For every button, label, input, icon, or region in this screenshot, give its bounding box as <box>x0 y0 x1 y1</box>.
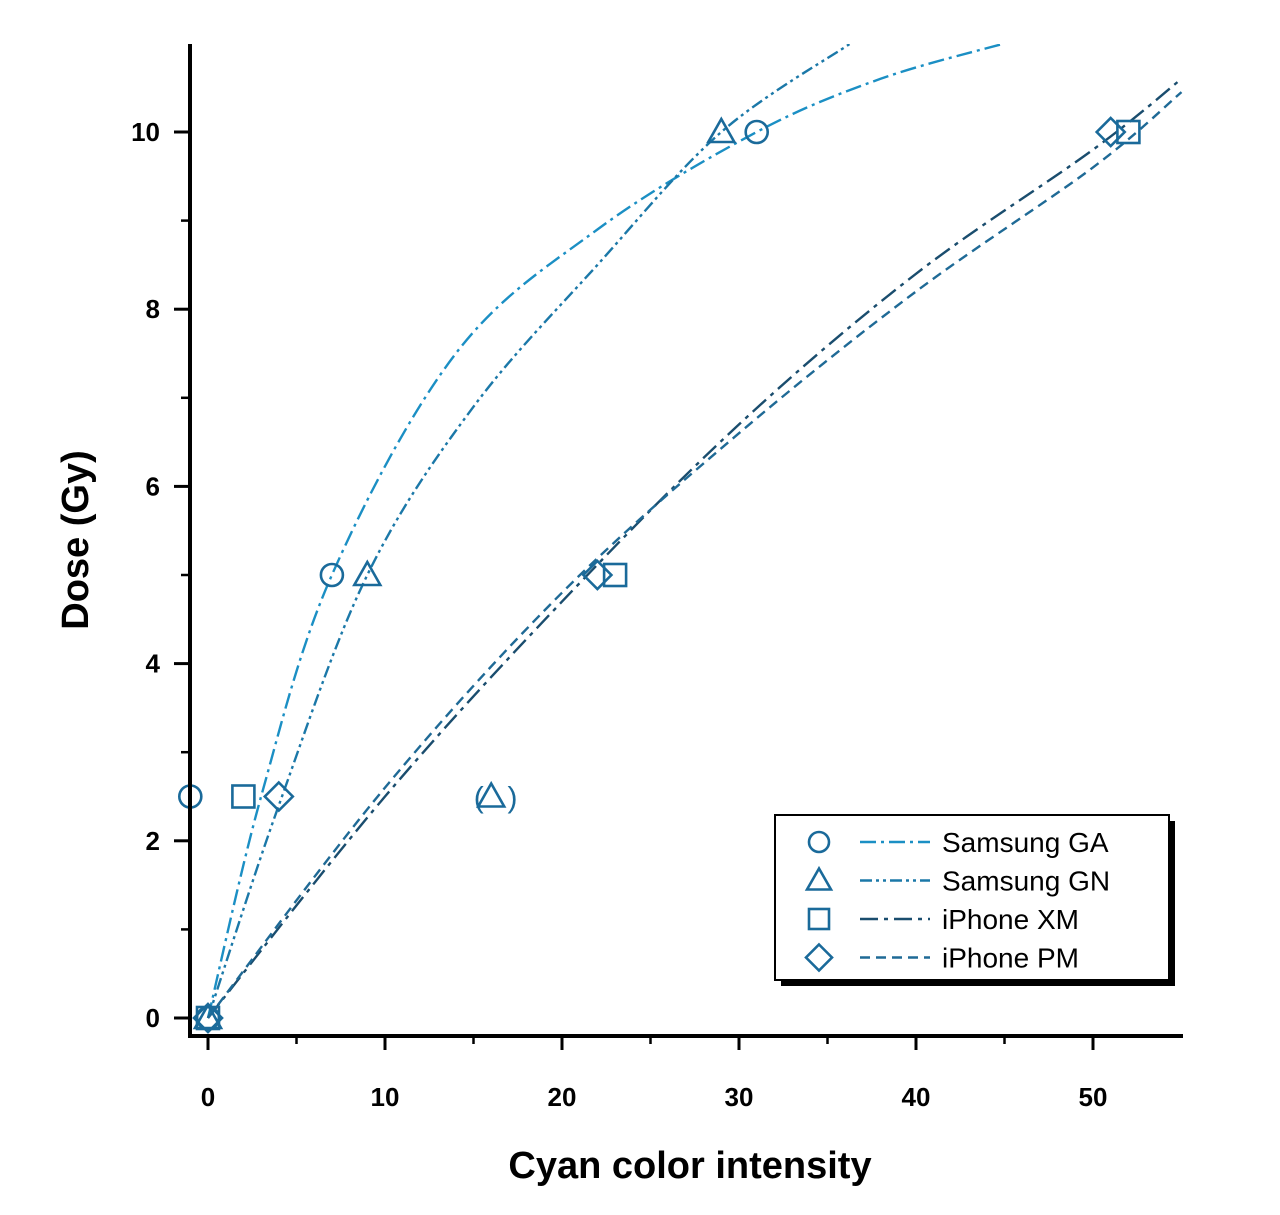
legend-label-iphone-pm: iPhone PM <box>942 943 1079 974</box>
y-ticks: 0 2 4 6 8 10 <box>131 117 190 1033</box>
fit-line-iphone-pm <box>207 91 1183 1019</box>
marker-iphone-xm-0 <box>195 1005 221 1031</box>
x-axis-title: Cyan color intensity <box>508 1145 871 1187</box>
y-tick-label-1: 2 <box>146 826 160 856</box>
annotations: () <box>474 780 517 815</box>
marker-samsung-ga-2 <box>319 562 345 588</box>
legend-label-samsung-gn: Samsung GN <box>942 866 1110 897</box>
fit-line-iphone-xm <box>207 77 1183 1019</box>
y-tick-label-5: 10 <box>131 117 160 147</box>
marker-iphone-pm-2 <box>581 559 614 591</box>
marker-iphone-xm-1 <box>231 784 256 809</box>
y-tick-label-0: 0 <box>146 1003 160 1033</box>
marker-samsung-ga-3 <box>744 119 770 145</box>
outlier-paren-1: ) <box>507 782 517 815</box>
x-tick-label-2: 20 <box>548 1082 577 1112</box>
data-markers <box>178 116 1141 1034</box>
legend-label-iphone-xm: iPhone XM <box>942 904 1079 935</box>
legend-marker-samsung-ga <box>807 830 831 854</box>
marker-iphone-pm-0 <box>192 1002 224 1034</box>
marker-iphone-pm-1 <box>262 780 295 813</box>
y-tick-label-4: 8 <box>146 294 160 324</box>
legend: Samsung GA Samsung GN iPhone XM iPhone PM <box>774 814 1175 986</box>
legend-box <box>774 814 1170 981</box>
y-tick-label-2: 4 <box>146 649 161 679</box>
legend-marker-iphone-xm <box>807 907 831 931</box>
marker-iphone-xm-3 <box>1116 119 1141 145</box>
fit-line-samsung-gn <box>206 44 852 1019</box>
x-ticks: 0 10 20 30 40 50 <box>201 1036 1108 1112</box>
legend-marker-iphone-pm <box>804 942 834 973</box>
marker-iphone-xm-2 <box>602 562 628 588</box>
marker-iphone-pm-3 <box>1094 116 1127 148</box>
x-tick-label-1: 10 <box>371 1082 400 1112</box>
x-tick-label-4: 40 <box>902 1082 931 1112</box>
marker-samsung-gn-1 <box>352 559 383 587</box>
axes <box>188 44 1183 1038</box>
x-tick-label-5: 50 <box>1079 1082 1108 1112</box>
x-tick-label-3: 30 <box>725 1082 754 1112</box>
x-tick-label-0: 0 <box>201 1082 215 1112</box>
y-axis-title: Dose (Gy) <box>55 450 97 629</box>
outlier-marker <box>475 780 507 808</box>
outlier-paren-0: ( <box>474 782 484 815</box>
y-tick-label-3: 6 <box>146 471 160 501</box>
fit-line-samsung-ga <box>206 44 1005 1019</box>
marker-samsung-gn-2 <box>706 116 737 144</box>
legend-label-samsung-ga: Samsung GA <box>942 827 1109 858</box>
fit-curves <box>206 44 1183 1019</box>
legend-marker-samsung-gn <box>804 865 834 891</box>
